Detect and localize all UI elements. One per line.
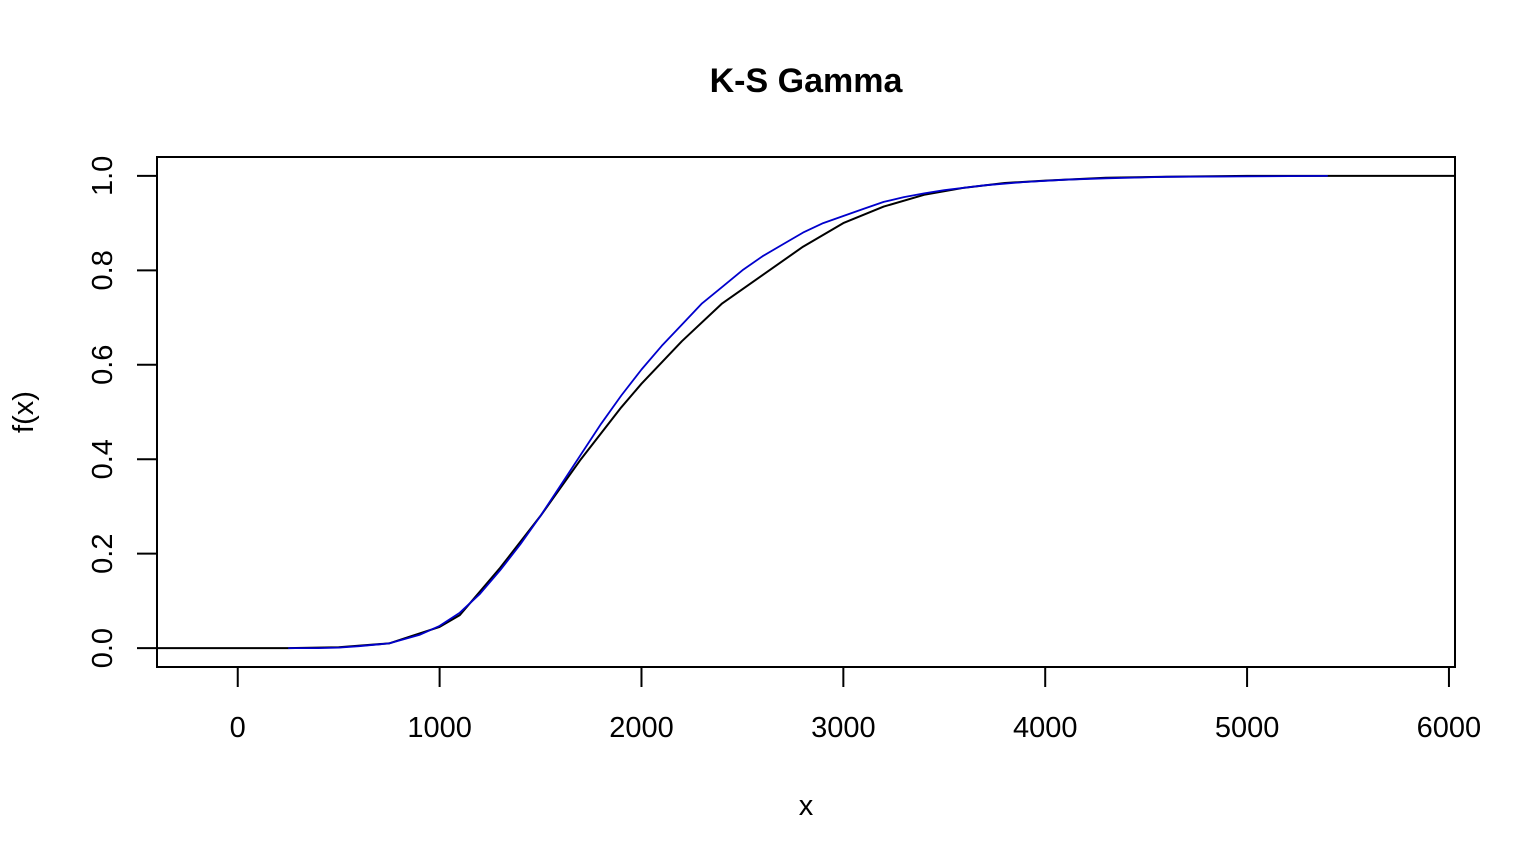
chart-title: K-S Gamma <box>710 62 904 100</box>
x-axis-label: x <box>799 790 814 822</box>
empirical-cdf-line <box>157 174 1455 650</box>
x-tick-label: 4000 <box>1013 712 1078 744</box>
x-tick-label: 6000 <box>1417 712 1482 744</box>
y-axis: 0.0 0.2 0.4 0.6 0.8 1.0 <box>87 156 158 668</box>
plot-area <box>157 174 1455 650</box>
y-tick-label: 0.2 <box>87 534 119 574</box>
fitted-gamma-cdf-line <box>288 175 1328 649</box>
y-axis-label: f(x) <box>8 391 40 433</box>
y-tick-label: 0.8 <box>87 250 119 290</box>
x-tick-label: 3000 <box>811 712 876 744</box>
y-tick-label: 1.0 <box>87 156 119 196</box>
x-tick-label: 0 <box>230 712 246 744</box>
y-tick-label: 0.0 <box>87 628 119 668</box>
x-axis: 0 1000 2000 3000 4000 5000 6000 <box>230 666 1482 744</box>
x-tick-label: 5000 <box>1215 712 1280 744</box>
x-tick-label: 2000 <box>609 712 674 744</box>
y-tick-label: 0.6 <box>87 345 119 385</box>
plot-frame <box>156 156 1456 668</box>
x-tick-label: 1000 <box>407 712 472 744</box>
y-tick-label: 0.4 <box>87 439 119 479</box>
